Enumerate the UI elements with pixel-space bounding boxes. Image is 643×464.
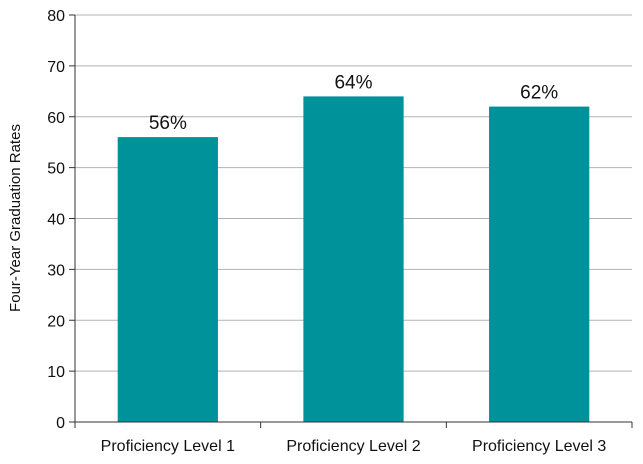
y-axis-title: Four-Year Graduation Rates [7,124,24,312]
x-tick-label: Proficiency Level 3 [472,438,606,455]
y-tick-label: 40 [47,212,65,229]
y-tick-label: 70 [47,59,65,76]
data-label: 56% [149,113,187,134]
y-tick-label: 60 [47,110,65,127]
y-tick-label: 10 [47,364,65,381]
bars [117,96,590,423]
data-labels: 56% 64% 62% [149,72,558,134]
y-tick-label: 0 [56,415,65,432]
y-tick-label: 20 [47,313,65,330]
y-tick-label: 30 [47,262,65,279]
x-tick-labels: Proficiency Level 1 Proficiency Level 2 Pr… [101,438,607,455]
axes [69,14,633,428]
x-tick-label: Proficiency Level 2 [286,438,420,455]
data-label: 62% [520,83,558,104]
data-label: 64% [334,72,372,93]
bar-1 [117,137,218,422]
y-tick-label: 80 [47,8,65,25]
y-tick-label: 50 [47,161,65,178]
bar-2 [303,96,404,423]
y-tick-labels: 0 10 20 30 40 50 60 70 80 [47,8,65,432]
x-tick-label: Proficiency Level 1 [101,438,235,455]
bar-3 [489,106,590,422]
